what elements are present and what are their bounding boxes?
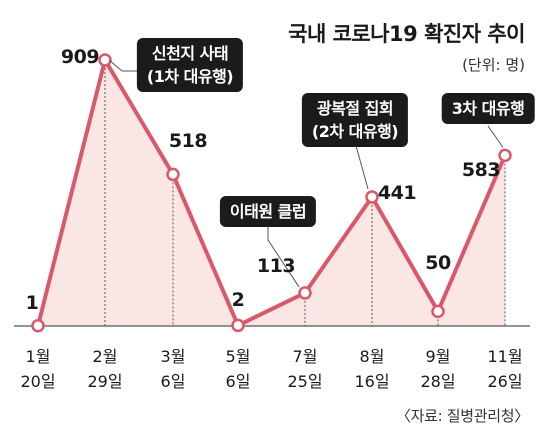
x-tick-line: 8월 [359, 347, 385, 366]
x-tick-label: 8월 16일 [354, 344, 389, 394]
data-point [498, 148, 512, 163]
value-label: 50 [425, 252, 451, 274]
annotation-line: (1차 대유행) [146, 67, 234, 86]
annotation-line: 신천지 사태 [151, 44, 229, 63]
x-tick-line: 3월 [160, 347, 186, 366]
data-point [365, 190, 379, 204]
series-line [36, 58, 507, 328]
value-label: 518 [168, 130, 208, 152]
x-tick-label: 7월 25일 [287, 344, 322, 394]
x-tick-label: 1월 20일 [20, 344, 55, 394]
annotation-line: (2차 대유행) [311, 122, 399, 141]
value-label: 1 [25, 292, 39, 314]
data-point [298, 286, 312, 300]
value-label: 113 [256, 255, 296, 277]
x-tick-line: 6일 [225, 372, 251, 391]
x-tick-line: 11월 [487, 347, 523, 366]
annotation-line: 이태원 클럽 [229, 202, 307, 221]
event-annotation: 신천지 사태 (1차 대유행) [136, 38, 244, 92]
unit-label: (단위: 명) [462, 56, 525, 74]
event-annotation: 이태원 클럽 [219, 196, 317, 227]
x-tick-line: 5월 [225, 347, 251, 366]
x-tick-line: 6일 [160, 372, 186, 391]
x-tick-line: 28일 [420, 372, 456, 391]
annotation-leader [487, 125, 504, 148]
x-tick-line: 16일 [354, 372, 390, 391]
x-tick-label: 9월 28일 [420, 344, 455, 394]
x-tick-line: 1월 [25, 347, 51, 366]
chart-title: 국내 코로나19 확진자 추이 [288, 22, 525, 46]
data-point [166, 167, 180, 182]
annotation-line: 3차 대유행 [451, 99, 525, 118]
event-annotation: 광복절 집회 (2차 대유행) [301, 93, 409, 147]
x-tick-line: 7월 [292, 347, 318, 366]
x-tick-line: 2월 [92, 347, 118, 366]
event-annotation: 3차 대유행 [441, 93, 535, 124]
x-tick-line: 29일 [87, 372, 123, 391]
value-label: 441 [377, 182, 417, 204]
x-tick-line: 25일 [287, 372, 323, 391]
value-label: 583 [461, 159, 501, 181]
x-tick-line: 26일 [487, 372, 523, 391]
annotation-leader [354, 141, 369, 190]
value-label: 2 [231, 289, 245, 311]
value-label: 909 [60, 46, 100, 68]
data-point [98, 53, 112, 67]
annotation-leader [267, 222, 300, 288]
x-tick-line: 20일 [20, 372, 56, 391]
x-tick-label: 5월 6일 [226, 344, 251, 394]
source-label: 〈자료: 질병관리청〉 [395, 407, 529, 425]
annotation-line: 광복절 집회 [316, 99, 394, 118]
x-tick-label: 2월 29일 [87, 344, 122, 394]
x-tick-label: 3월 6일 [161, 344, 186, 394]
data-point [431, 304, 445, 319]
data-point [31, 318, 45, 333]
x-tick-label: 11월 26일 [487, 344, 522, 394]
area-fill [38, 60, 505, 326]
data-point [231, 318, 245, 333]
x-tick-line: 9월 [425, 347, 451, 366]
